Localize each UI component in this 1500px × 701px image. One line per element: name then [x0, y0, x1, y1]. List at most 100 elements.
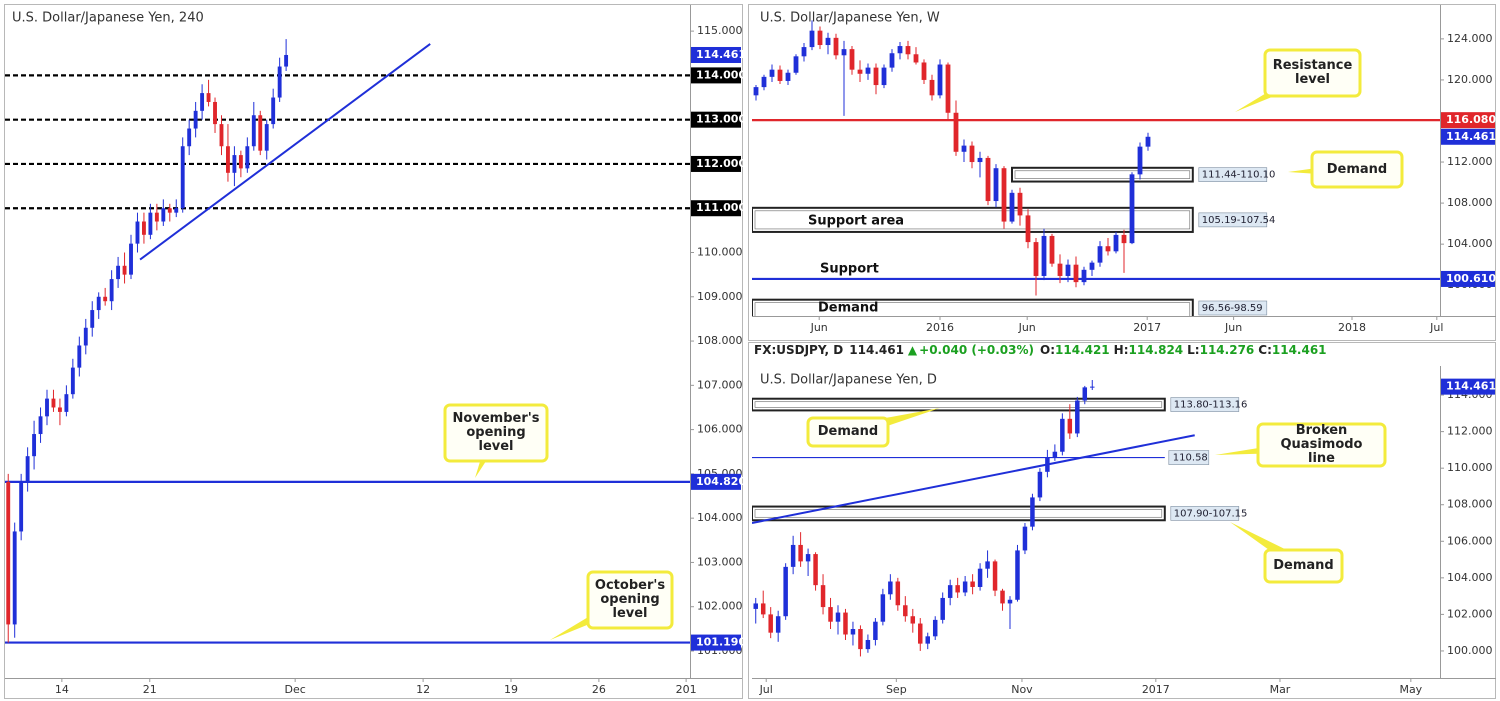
candle-body [1052, 451, 1058, 458]
zone-inner [754, 509, 1163, 518]
candle-body [1045, 457, 1050, 472]
plot-area [752, 20, 1440, 316]
ticker-change: +0.040 (+0.03%) [919, 343, 1034, 357]
candle-body [116, 265, 121, 280]
candle-body [1073, 264, 1079, 283]
candle-body [83, 327, 88, 346]
candle-body [174, 208, 179, 213]
level-label-box [691, 111, 741, 128]
level-label: 101.190 [696, 636, 746, 649]
x-tick-label: 14 [55, 683, 69, 696]
candle-body [19, 482, 24, 532]
candle-body [753, 603, 758, 609]
candle-body [57, 407, 62, 412]
candle-body [96, 296, 101, 311]
callout-box [1310, 150, 1404, 189]
x-tick-label: Mar [1270, 683, 1291, 696]
x-tick-label: 2018 [1338, 321, 1366, 334]
candle-body [769, 69, 775, 77]
candle-body [761, 76, 767, 88]
candle-body [1057, 263, 1063, 276]
ticker-symbol: FX:USDJPY, D [754, 343, 843, 357]
trend-line [139, 43, 431, 261]
zone-label-box [1170, 397, 1240, 412]
candle-body [1007, 599, 1013, 604]
y-tick-label: 104.000 [697, 511, 743, 524]
x-tick-label: Nov [1011, 683, 1033, 696]
candle-body [1065, 264, 1071, 276]
price-label: 114.461 [1446, 130, 1496, 143]
y-tick-label: 102.000 [1447, 607, 1493, 620]
candle-body [961, 145, 967, 152]
y-tick-label: 109.000 [697, 290, 743, 303]
candle-body [1129, 174, 1135, 244]
callout: Demand [818, 425, 879, 439]
x-tick-label: Sep [886, 683, 907, 696]
candle-body [148, 212, 153, 235]
ticker-price: 114.461 [849, 343, 904, 357]
candle-body [1090, 386, 1095, 388]
price-label-box [691, 46, 741, 63]
ticker-key: H: [1114, 343, 1129, 357]
x-tick-label: 19 [504, 683, 518, 696]
y-tick-label: 106.000 [1447, 534, 1493, 547]
candle-body [1017, 192, 1023, 216]
plot-area [752, 380, 1195, 657]
callout-box [443, 403, 549, 463]
candle-body [793, 56, 799, 73]
candle-body [1137, 146, 1143, 175]
candle-body [801, 47, 807, 57]
x-tick-label: Jun [1018, 321, 1036, 334]
callout-box [1263, 548, 1344, 584]
candle-body [760, 603, 766, 615]
level-label: 113.000 [696, 113, 746, 126]
candle-body [985, 157, 991, 202]
candle-body [849, 49, 855, 70]
candle-body [1081, 269, 1087, 283]
candle-body [226, 146, 230, 173]
x-tick-label: Dec [285, 683, 306, 696]
candle-body [857, 69, 863, 74]
candle-body [858, 629, 863, 650]
y-tick-label: 124.000 [1447, 32, 1493, 45]
candle-body [1000, 590, 1005, 604]
zone-inner [754, 210, 1191, 230]
candle-body [219, 124, 224, 147]
price-label: 114.461 [1446, 380, 1496, 393]
y-tick-label: 112.000 [1447, 425, 1493, 438]
level-label-box [691, 67, 741, 84]
ticker-value: 114.421 [1055, 343, 1110, 357]
candle-body [1060, 418, 1065, 452]
level-label: 110.58 [1173, 453, 1208, 464]
level-label-box [1168, 450, 1210, 465]
candle-body [1009, 192, 1015, 222]
x-tick-label: Jul [1429, 321, 1443, 334]
candle-body [1033, 242, 1039, 276]
candle-body [880, 594, 886, 622]
candle-body [258, 115, 263, 151]
candle-body [969, 145, 975, 163]
candle-body [910, 616, 916, 624]
x-tick-label: Jun [1224, 321, 1242, 334]
candle-body [51, 398, 56, 408]
candle-body [1097, 246, 1103, 263]
candle-body [828, 607, 833, 622]
chart-title: U.S. Dollar/Japanese Yen, D [760, 373, 937, 388]
candle-body [90, 310, 95, 328]
level-label-box [691, 155, 741, 172]
ticker-value: 114.824 [1129, 343, 1184, 357]
x-tick-label: 21 [143, 683, 157, 696]
candle-body [245, 146, 250, 169]
candle-body [820, 585, 826, 608]
zone-inner [754, 302, 1191, 316]
candle-body [1145, 136, 1151, 147]
zone-label-box [1198, 212, 1268, 228]
candle-body [775, 616, 781, 633]
x-tick-label: May [1399, 683, 1422, 696]
candle-body [753, 87, 759, 96]
price-label-box [1441, 378, 1495, 395]
callout-text: Demand [1273, 558, 1334, 573]
candle-body [921, 62, 927, 80]
candle-body [835, 612, 841, 622]
